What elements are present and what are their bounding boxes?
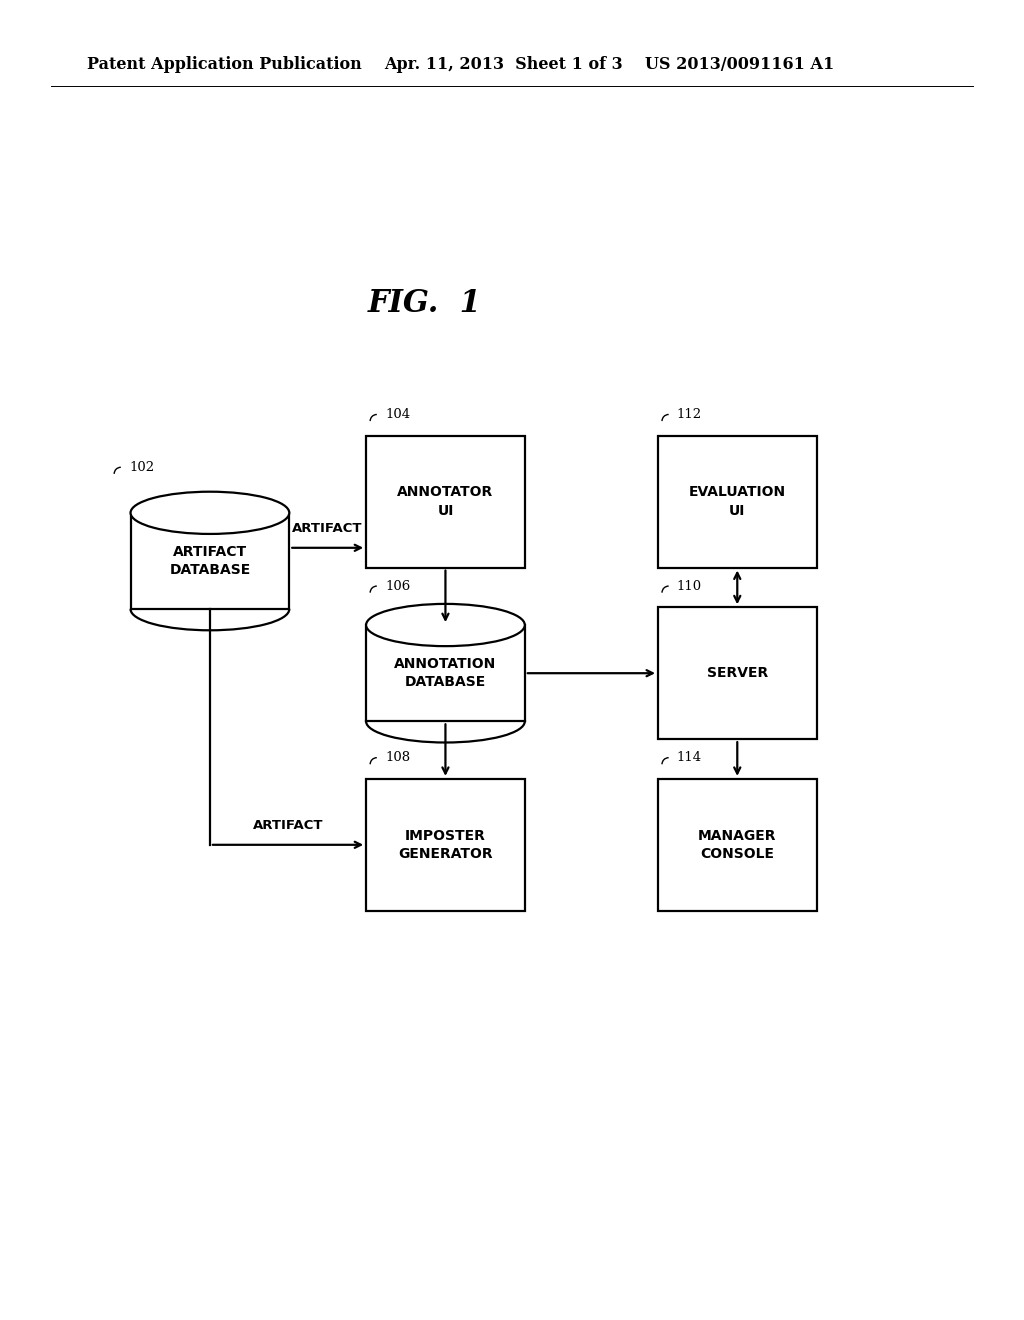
Text: FIG.  1: FIG. 1 xyxy=(368,288,482,319)
Text: ARTIFACT: ARTIFACT xyxy=(293,521,362,535)
Text: ANNOTATOR
UI: ANNOTATOR UI xyxy=(397,486,494,517)
Text: EVALUATION
UI: EVALUATION UI xyxy=(689,486,785,517)
Ellipse shape xyxy=(131,491,289,535)
Text: US 2013/0091161 A1: US 2013/0091161 A1 xyxy=(645,57,835,73)
Text: Apr. 11, 2013  Sheet 1 of 3: Apr. 11, 2013 Sheet 1 of 3 xyxy=(384,57,623,73)
Text: ARTIFACT: ARTIFACT xyxy=(253,818,324,832)
Text: 106: 106 xyxy=(385,579,411,593)
Ellipse shape xyxy=(367,605,524,647)
Bar xyxy=(657,436,817,568)
Bar xyxy=(367,436,524,568)
Text: IMPOSTER
GENERATOR: IMPOSTER GENERATOR xyxy=(398,829,493,861)
Text: MANAGER
CONSOLE: MANAGER CONSOLE xyxy=(698,829,776,861)
Text: ANNOTATION
DATABASE: ANNOTATION DATABASE xyxy=(394,657,497,689)
Bar xyxy=(657,607,817,739)
Text: 102: 102 xyxy=(129,461,155,474)
Bar xyxy=(367,626,524,721)
Text: 110: 110 xyxy=(677,579,702,593)
Text: ARTIFACT
DATABASE: ARTIFACT DATABASE xyxy=(169,545,251,577)
Text: 104: 104 xyxy=(385,408,411,421)
Text: 114: 114 xyxy=(677,751,702,764)
Bar xyxy=(367,779,524,911)
Text: SERVER: SERVER xyxy=(707,667,768,680)
Bar xyxy=(657,779,817,911)
Bar xyxy=(131,513,289,610)
Text: 112: 112 xyxy=(677,408,702,421)
Text: Patent Application Publication: Patent Application Publication xyxy=(87,57,361,73)
Text: 108: 108 xyxy=(385,751,411,764)
